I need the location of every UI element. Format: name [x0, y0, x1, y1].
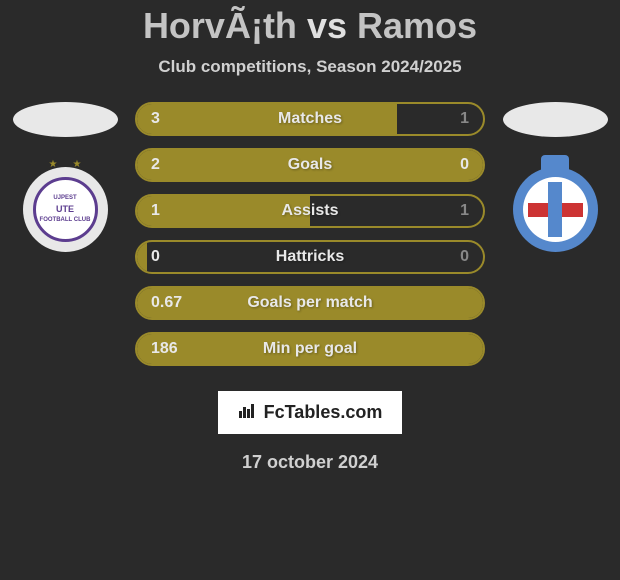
- crown-icon: [541, 155, 569, 170]
- badge-left-center-text: UTE: [56, 204, 74, 215]
- vs-text: vs: [307, 5, 347, 46]
- badge-right-stripes: [528, 182, 583, 237]
- subtitle: Club competitions, Season 2024/2025: [158, 57, 461, 77]
- stat-fill: [137, 104, 397, 134]
- stat-label: Min per goal: [263, 340, 357, 358]
- stat-left-value: 0.67: [151, 294, 182, 312]
- stars-icon: ★★: [49, 159, 82, 170]
- stat-bar: 0.67 Goals per match: [135, 286, 485, 320]
- stat-right-value: 0: [460, 248, 469, 266]
- watermark-text: FcTables.com: [264, 402, 383, 423]
- badge-left-top-text: UJPEST: [53, 195, 76, 202]
- stat-left-value: 3: [151, 110, 160, 128]
- stat-bar: 2 Goals 0: [135, 148, 485, 182]
- stat-label: Matches: [278, 110, 342, 128]
- stripe-vertical: [548, 182, 562, 237]
- badge-left-bottom-text: FOOTBALL CLUB: [40, 217, 91, 224]
- chart-icon: [238, 401, 256, 424]
- player1-name: HorvÃ¡th: [143, 5, 297, 46]
- stat-bar: 1 Assists 1: [135, 194, 485, 228]
- stats-column: 3 Matches 1 2 Goals 0 1 Assists 1 0 Hattricks 0 0.67…: [135, 102, 485, 366]
- content-row: ★★ UJPEST UTE FOOTBALL CLUB 3 Matches 1 2 Go…: [0, 102, 620, 366]
- right-oval-icon: [503, 102, 608, 137]
- stat-label: Goals per match: [247, 294, 372, 312]
- right-badges: [505, 102, 605, 252]
- watermark: FcTables.com: [218, 391, 403, 434]
- stat-bar: 0 Hattricks 0: [135, 240, 485, 274]
- stat-left-value: 186: [151, 340, 178, 358]
- stat-label: Assists: [282, 202, 339, 220]
- stat-right-value: 1: [460, 110, 469, 128]
- stat-fill: [137, 242, 147, 272]
- stat-bar: 3 Matches 1: [135, 102, 485, 136]
- stat-label: Hattricks: [276, 248, 344, 266]
- stat-left-value: 0: [151, 248, 160, 266]
- club-badge-right: [513, 167, 598, 252]
- footer-date: 17 october 2024: [242, 452, 378, 473]
- stat-label: Goals: [288, 156, 332, 174]
- left-badges: ★★ UJPEST UTE FOOTBALL CLUB: [15, 102, 115, 252]
- badge-right-inner: [523, 177, 588, 242]
- left-oval-icon: [13, 102, 118, 137]
- stat-right-value: 0: [460, 156, 469, 174]
- club-badge-left: ★★ UJPEST UTE FOOTBALL CLUB: [23, 167, 108, 252]
- main-container: HorvÃ¡th vs Ramos Club competitions, Sea…: [0, 0, 620, 580]
- stat-bar: 186 Min per goal: [135, 332, 485, 366]
- stat-right-value: 1: [460, 202, 469, 220]
- player2-name: Ramos: [357, 5, 477, 46]
- stat-left-value: 1: [151, 202, 160, 220]
- badge-left-inner: UJPEST UTE FOOTBALL CLUB: [33, 177, 98, 242]
- page-title: HorvÃ¡th vs Ramos: [143, 5, 477, 47]
- stat-left-value: 2: [151, 156, 160, 174]
